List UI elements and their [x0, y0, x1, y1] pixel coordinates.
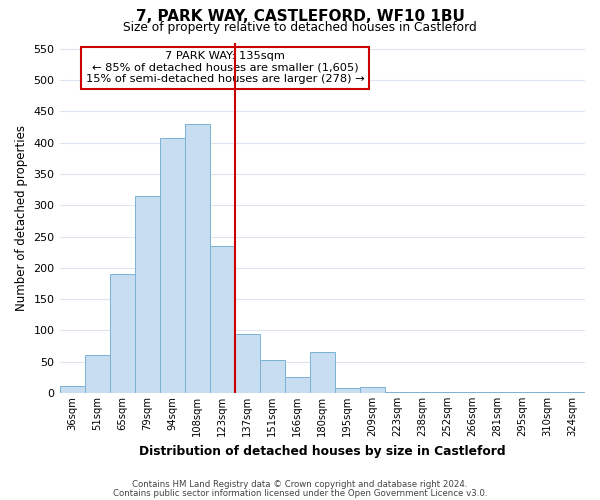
- Bar: [310, 352, 335, 393]
- Text: Contains HM Land Registry data © Crown copyright and database right 2024.: Contains HM Land Registry data © Crown c…: [132, 480, 468, 489]
- Bar: [285, 378, 310, 393]
- Bar: [260, 360, 285, 393]
- Text: Size of property relative to detached houses in Castleford: Size of property relative to detached ho…: [123, 21, 477, 34]
- Text: 7 PARK WAY: 135sqm
← 85% of detached houses are smaller (1,605)
15% of semi-deta: 7 PARK WAY: 135sqm ← 85% of detached hou…: [86, 52, 364, 84]
- Bar: [435, 392, 460, 393]
- Bar: [185, 124, 209, 393]
- Bar: [510, 392, 535, 393]
- Y-axis label: Number of detached properties: Number of detached properties: [15, 125, 28, 311]
- Bar: [385, 392, 410, 393]
- Bar: [485, 392, 510, 393]
- Bar: [460, 392, 485, 393]
- Bar: [59, 386, 85, 393]
- Bar: [134, 196, 160, 393]
- Bar: [235, 334, 260, 393]
- Bar: [535, 392, 560, 393]
- Bar: [410, 392, 435, 393]
- Bar: [209, 246, 235, 393]
- Bar: [160, 138, 185, 393]
- Bar: [560, 392, 585, 393]
- Bar: [335, 388, 360, 393]
- X-axis label: Distribution of detached houses by size in Castleford: Distribution of detached houses by size …: [139, 444, 506, 458]
- Text: Contains public sector information licensed under the Open Government Licence v3: Contains public sector information licen…: [113, 489, 487, 498]
- Text: 7, PARK WAY, CASTLEFORD, WF10 1BU: 7, PARK WAY, CASTLEFORD, WF10 1BU: [136, 9, 464, 24]
- Bar: [110, 274, 134, 393]
- Bar: [85, 356, 110, 393]
- Bar: [360, 387, 385, 393]
